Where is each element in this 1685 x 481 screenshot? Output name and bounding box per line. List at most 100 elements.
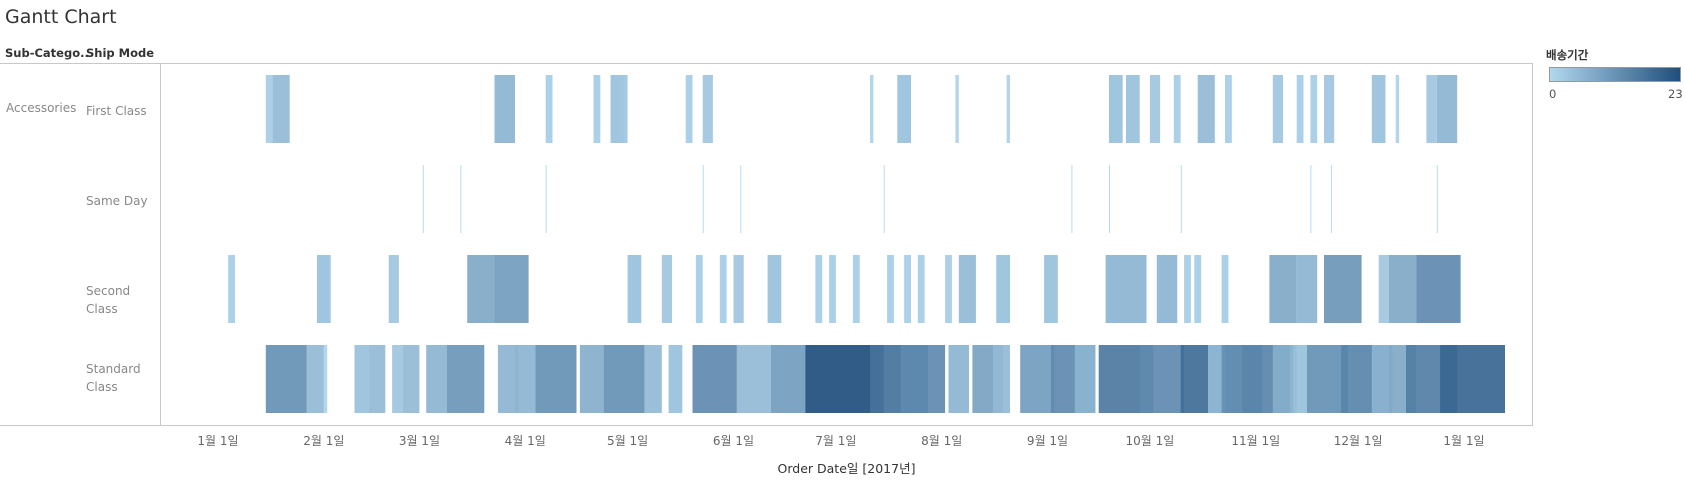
- gantt-bar[interactable]: [771, 345, 806, 413]
- gantt-bar[interactable]: [1324, 75, 1335, 143]
- gantt-bar[interactable]: [1149, 75, 1161, 143]
- gantt-bar[interactable]: [617, 75, 628, 143]
- gantt-bar[interactable]: [958, 255, 976, 323]
- gantt-bar[interactable]: [467, 255, 495, 323]
- gantt-bar[interactable]: [887, 255, 894, 323]
- gantt-bar[interactable]: [1310, 165, 1312, 233]
- gantt-bar[interactable]: [992, 345, 1010, 413]
- gantt-bar[interactable]: [1296, 255, 1318, 323]
- gantt-bar[interactable]: [265, 75, 273, 143]
- gantt-bar[interactable]: [368, 345, 386, 413]
- gantt-bar[interactable]: [494, 75, 516, 143]
- gantt-bar[interactable]: [945, 255, 952, 323]
- gantt-bar[interactable]: [1272, 345, 1297, 413]
- gantt-bar[interactable]: [1105, 255, 1127, 323]
- gantt-bar[interactable]: [754, 345, 772, 413]
- gantt-bar[interactable]: [685, 75, 693, 143]
- gantt-bar[interactable]: [740, 165, 742, 233]
- gantt-bar[interactable]: [1020, 345, 1055, 413]
- gantt-bar[interactable]: [870, 75, 874, 143]
- gantt-bar[interactable]: [323, 345, 328, 413]
- gantt-bar[interactable]: [1126, 255, 1147, 323]
- gantt-bar[interactable]: [668, 345, 683, 413]
- gantt-bar[interactable]: [1109, 165, 1110, 233]
- gantt-bar[interactable]: [402, 345, 420, 413]
- gantt-bar[interactable]: [497, 345, 519, 413]
- gantt-bar[interactable]: [1074, 345, 1096, 413]
- gantt-bar[interactable]: [392, 345, 403, 413]
- gantt-bar[interactable]: [1416, 255, 1461, 323]
- gantt-bar[interactable]: [1293, 345, 1307, 413]
- gantt-bar[interactable]: [1221, 255, 1229, 323]
- gantt-bar[interactable]: [661, 255, 672, 323]
- gantt-bar[interactable]: [692, 345, 737, 413]
- gantt-bar[interactable]: [719, 255, 727, 323]
- gantt-bar[interactable]: [494, 255, 529, 323]
- gantt-bar[interactable]: [1139, 345, 1185, 413]
- ship-mode-header[interactable]: Ship Mode: [86, 46, 155, 60]
- gantt-bar[interactable]: [515, 345, 536, 413]
- gantt-bar[interactable]: [1071, 165, 1073, 233]
- gantt-bar[interactable]: [446, 345, 485, 413]
- gantt-bar[interactable]: [852, 255, 860, 323]
- gantt-bar[interactable]: [996, 255, 1010, 323]
- gantt-bar[interactable]: [1371, 75, 1386, 143]
- gantt-bar[interactable]: [627, 255, 642, 323]
- gantt-bar[interactable]: [702, 165, 704, 233]
- gantt-bar[interactable]: [733, 255, 744, 323]
- gantt-bar[interactable]: [883, 165, 885, 233]
- gantt-bar[interactable]: [1184, 255, 1191, 323]
- gantt-bar[interactable]: [545, 75, 553, 143]
- gantt-bar[interactable]: [1272, 75, 1283, 143]
- gantt-bar[interactable]: [767, 255, 782, 323]
- gantt-bar[interactable]: [1310, 75, 1318, 143]
- gantt-bar[interactable]: [388, 255, 399, 323]
- gantt-bar[interactable]: [593, 75, 601, 143]
- gantt-bar[interactable]: [1180, 165, 1182, 233]
- gantt-bar[interactable]: [829, 255, 836, 323]
- gantt-bar[interactable]: [695, 255, 703, 323]
- gantt-bar[interactable]: [1436, 165, 1438, 233]
- gantt-bar[interactable]: [1006, 75, 1010, 143]
- sub-category-header[interactable]: Sub-Catego..: [5, 46, 89, 60]
- gantt-bar[interactable]: [644, 345, 662, 413]
- gantt-bar[interactable]: [1440, 345, 1505, 413]
- gantt-bar[interactable]: [1324, 255, 1362, 323]
- gantt-bar[interactable]: [306, 345, 324, 413]
- gantt-bar[interactable]: [1225, 75, 1232, 143]
- gantt-bar[interactable]: [1109, 75, 1123, 143]
- gantt-bar[interactable]: [948, 345, 970, 413]
- gantt-bar[interactable]: [460, 165, 462, 233]
- gantt-bar[interactable]: [1156, 255, 1178, 323]
- gantt-bar[interactable]: [955, 75, 959, 143]
- gantt-bar[interactable]: [535, 345, 577, 413]
- gantt-bar[interactable]: [545, 165, 547, 233]
- gantt-bar[interactable]: [603, 345, 645, 413]
- gantt-bar[interactable]: [1436, 75, 1458, 143]
- gantt-bar[interactable]: [1208, 345, 1226, 413]
- gantt-bar[interactable]: [1388, 255, 1417, 323]
- gantt-bar[interactable]: [1269, 255, 1297, 323]
- gantt-bar[interactable]: [904, 255, 911, 323]
- gantt-bar[interactable]: [1395, 75, 1400, 143]
- gantt-bar[interactable]: [354, 345, 369, 413]
- gantt-bar[interactable]: [1044, 255, 1058, 323]
- gantt-bar[interactable]: [1330, 165, 1332, 233]
- gantt-bar[interactable]: [317, 255, 331, 323]
- gantt-bar[interactable]: [422, 165, 424, 233]
- gantt-bar[interactable]: [1296, 75, 1304, 143]
- gantt-bar[interactable]: [897, 75, 911, 143]
- gantt-bar[interactable]: [265, 345, 307, 413]
- gantt-bar[interactable]: [272, 75, 290, 143]
- gantt-bar[interactable]: [1378, 255, 1389, 323]
- gantt-bar[interactable]: [1197, 75, 1215, 143]
- gantt-bar[interactable]: [815, 255, 823, 323]
- gantt-bar[interactable]: [426, 345, 447, 413]
- gantt-bar[interactable]: [1426, 75, 1437, 143]
- legend-color-ramp[interactable]: [1549, 67, 1681, 82]
- gantt-bar[interactable]: [579, 345, 604, 413]
- gantt-bar[interactable]: [1126, 75, 1140, 143]
- gantt-bar[interactable]: [1194, 255, 1202, 323]
- gantt-bar[interactable]: [900, 345, 946, 413]
- gantt-bar[interactable]: [736, 345, 754, 413]
